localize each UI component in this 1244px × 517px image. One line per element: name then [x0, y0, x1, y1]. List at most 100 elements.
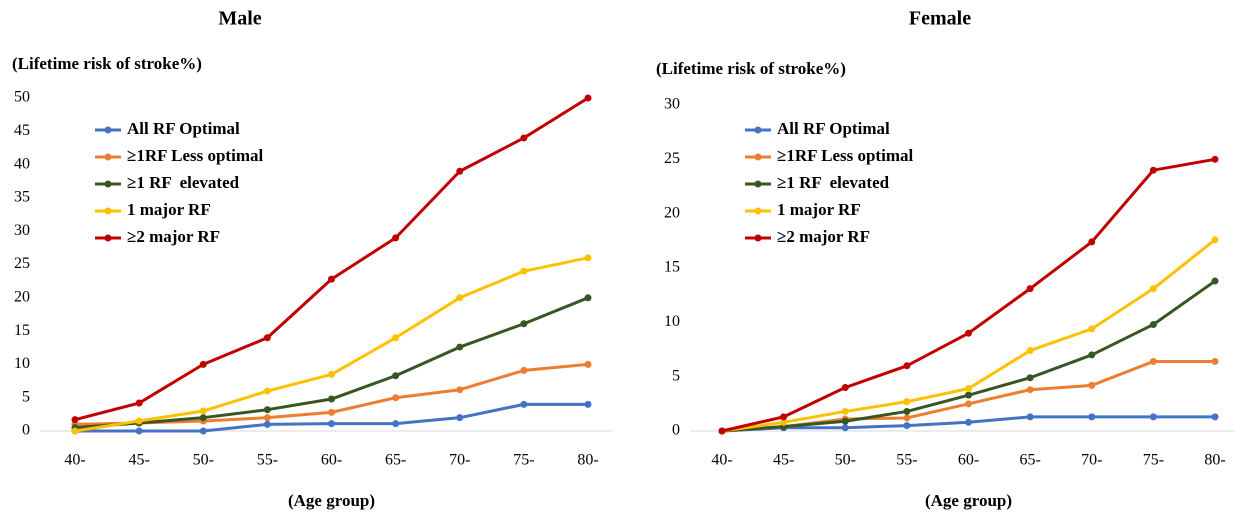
series-line: [74, 256, 589, 433]
data-point: [1026, 374, 1034, 382]
data-point: [965, 329, 972, 337]
data-point: [1211, 155, 1219, 163]
data-point: [456, 167, 464, 175]
y-tick-label: 30: [14, 222, 30, 239]
data-point: [263, 406, 271, 414]
legend-marker: [754, 207, 762, 215]
data-point: [903, 422, 911, 430]
data-point: [520, 320, 528, 328]
data-point: [1026, 285, 1034, 293]
y-tick-label: 45: [14, 122, 30, 139]
legend-label: 1 major RF: [127, 200, 211, 219]
legend-label: 1 major RF: [777, 200, 861, 219]
data-point: [328, 370, 335, 378]
data-point: [1211, 357, 1219, 365]
x-tick-label: 65-: [385, 452, 406, 469]
data-point: [199, 407, 207, 415]
data-point: [135, 427, 143, 435]
x-tick-label: 75-: [1143, 452, 1164, 469]
data-point: [135, 417, 143, 425]
data-point: [1211, 236, 1219, 244]
legend-marker: [754, 126, 762, 134]
x-tick-label: 40-: [711, 452, 732, 469]
data-point: [456, 386, 464, 394]
x-tick-label: 80-: [1204, 452, 1225, 469]
series-line: [721, 279, 1216, 433]
y-tick-label: 15: [14, 322, 30, 339]
y-tick-label: 5: [672, 367, 680, 384]
legend-label: ≥2 major RF: [127, 227, 220, 246]
x-tick-label: 40-: [64, 452, 85, 469]
data-point: [1088, 238, 1096, 246]
data-point: [392, 394, 400, 402]
data-point: [903, 398, 911, 406]
data-point: [903, 407, 911, 415]
x-tick-label: 45-: [773, 452, 794, 469]
data-point: [1149, 166, 1157, 174]
x-tick-label: 50-: [193, 452, 214, 469]
data-point: [584, 94, 592, 102]
y-tick-label: 20: [14, 288, 30, 305]
data-point: [1211, 277, 1219, 285]
data-point: [584, 294, 592, 302]
data-point: [328, 420, 335, 428]
data-point: [456, 414, 464, 422]
data-point: [1149, 413, 1157, 421]
x-tick-label: 50-: [835, 452, 856, 469]
data-point: [1026, 386, 1034, 394]
data-point: [328, 395, 335, 403]
y-axis-label: (Lifetime risk of stroke%): [12, 54, 202, 73]
legend-label: All RF Optimal: [777, 119, 890, 138]
y-tick-label: 25: [14, 255, 30, 272]
y-tick-label: 0: [672, 422, 680, 439]
legend-marker: [104, 207, 112, 215]
data-point: [965, 418, 972, 426]
y-tick-label: 30: [664, 96, 680, 113]
y-tick-label: 0: [22, 422, 30, 439]
x-tick-label: 55-: [257, 452, 278, 469]
legend-marker: [104, 234, 112, 242]
data-point: [903, 362, 911, 370]
data-point: [520, 400, 528, 408]
legend-label: ≥1RF Less optimal: [777, 146, 913, 165]
data-point: [584, 360, 592, 368]
y-tick-label: 20: [664, 204, 680, 221]
x-axis-label: (Age group): [925, 491, 1012, 510]
data-point: [520, 134, 528, 142]
x-axis-label: (Age group): [288, 491, 375, 510]
y-tick-label: 50: [14, 89, 30, 106]
chart-title: Male: [218, 8, 261, 30]
y-tick-label: 40: [14, 155, 30, 172]
data-point: [1026, 413, 1034, 421]
data-point: [780, 413, 788, 421]
data-point: [841, 407, 849, 415]
data-point: [263, 334, 271, 342]
legend-marker: [754, 180, 762, 188]
data-point: [1088, 381, 1096, 389]
y-tick-label: 25: [664, 150, 680, 167]
y-tick-label: 15: [664, 259, 680, 276]
data-point: [965, 400, 972, 408]
legend-marker: [104, 126, 112, 134]
data-point: [520, 366, 528, 374]
data-point: [71, 427, 79, 435]
data-point: [1149, 285, 1157, 293]
data-point: [456, 294, 464, 302]
data-point: [199, 414, 207, 422]
data-point: [584, 400, 592, 408]
data-point: [392, 420, 400, 428]
y-tick-label: 35: [14, 189, 30, 206]
data-point: [1149, 357, 1157, 365]
legend-marker: [104, 153, 112, 161]
data-point: [841, 384, 849, 392]
legend-marker: [754, 153, 762, 161]
data-point: [1211, 413, 1219, 421]
data-point: [328, 408, 335, 416]
data-point: [965, 385, 972, 393]
data-point: [392, 334, 400, 342]
data-point: [965, 391, 972, 399]
legend-label: ≥1RF Less optimal: [127, 146, 263, 165]
legend-label: ≥1 RF elevated: [777, 173, 890, 192]
data-point: [1149, 321, 1157, 329]
